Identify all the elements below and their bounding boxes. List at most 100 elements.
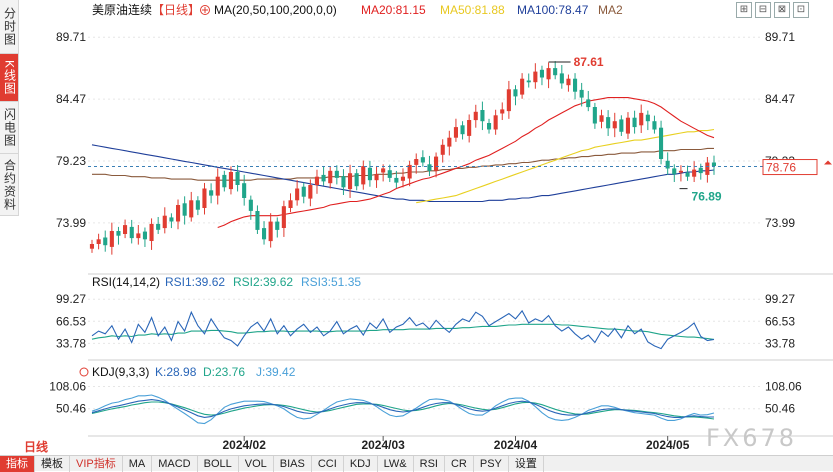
candle-body	[334, 170, 339, 178]
restore-icon[interactable]: ⊠	[774, 2, 790, 18]
candle-body	[599, 115, 604, 122]
kdj-k-value: K:28.98	[155, 365, 197, 379]
candle-body	[195, 200, 200, 210]
candle-body	[394, 177, 399, 183]
toolbar-item-0[interactable]: 指标	[0, 455, 35, 472]
rsi-tick-right: 99.27	[765, 292, 795, 306]
tab-timeshare[interactable]: 分时图	[0, 0, 19, 54]
time-tick-label: 2024/05	[646, 438, 690, 452]
candle-body	[566, 78, 571, 86]
toolbar-item-3[interactable]: MA	[123, 455, 153, 472]
rsi-lines	[91, 309, 715, 350]
candle-body	[189, 200, 194, 218]
kdj-j-value: J:39.42	[256, 365, 296, 379]
kdj-tick-right: 108.06	[765, 380, 802, 394]
candle-body	[711, 162, 716, 166]
indicator-toolbar: 指标 模板 VIP指标 MA MACD BOLL VOL BIAS CCI KDJ LW& RSI CR…	[0, 455, 833, 472]
toolbar-item-5[interactable]: BOLL	[198, 455, 239, 472]
candle-body	[606, 117, 611, 129]
candle-body	[103, 237, 108, 246]
candle-body	[692, 169, 697, 177]
timeframe-label[interactable]: 日线	[24, 440, 49, 454]
current-price-box	[762, 159, 818, 176]
candle-body	[400, 176, 405, 181]
ma20-line	[217, 97, 715, 229]
toolbar-item-4[interactable]: MACD	[152, 455, 198, 472]
rsi1-value: RSI1:39.62	[165, 275, 225, 289]
rsi2-line	[91, 323, 715, 340]
candle-body	[109, 231, 114, 247]
candle-body	[308, 185, 313, 199]
kdj-gridlines: 108.06 108.06 50.46 50.46	[49, 380, 802, 416]
candle-body	[149, 223, 154, 241]
candle-body	[328, 170, 333, 184]
toolbar-item-14[interactable]: 设置	[509, 455, 544, 472]
tab-contract-label: 合约资料	[2, 158, 17, 211]
price-axis-tick-left: 79.23	[56, 154, 86, 168]
toolbar-item-8[interactable]: CCI	[312, 455, 344, 472]
candle-body	[209, 190, 214, 196]
chart-canvas[interactable]: 美原油连续 【日线】 MA(20,50,100,200,0,0) MA20:81…	[0, 0, 833, 455]
ma50-line	[416, 128, 715, 204]
kdj-j-line	[91, 394, 715, 425]
toolbar-item-1[interactable]: 模板	[35, 455, 70, 472]
kdj-d-value: D:23.76	[203, 365, 245, 379]
rsi-tick-left: 99.27	[56, 292, 86, 306]
toolbar-item-9[interactable]: KDJ	[344, 455, 378, 472]
candle-body	[632, 117, 637, 128]
candle-body	[520, 78, 525, 95]
price-axis-tick-right: 73.99	[765, 216, 795, 230]
kdj-title: KDJ(9,3,3)	[92, 365, 149, 379]
tab-kline-label: K线图	[2, 59, 17, 95]
candle-body	[553, 68, 558, 76]
candle-body	[354, 173, 359, 187]
candle-body	[573, 78, 578, 92]
ma20-value: MA20:81.15	[361, 3, 426, 17]
candle-body	[559, 73, 564, 84]
ma50-value: MA50:81.88	[440, 3, 505, 17]
tab-lightning[interactable]: 闪电图	[0, 102, 19, 154]
candle-body	[136, 233, 141, 239]
candle-body	[665, 160, 670, 169]
current-price-label: 78.76	[766, 161, 796, 175]
candle-body	[156, 223, 161, 230]
ma100-line	[91, 144, 715, 203]
toolbar-item-7[interactable]: BIAS	[274, 455, 312, 472]
tab-contract-info[interactable]: 合约资料	[0, 154, 19, 216]
candle-body	[202, 188, 207, 208]
rsi-tick-left: 33.78	[56, 336, 86, 350]
toolbar-item-6[interactable]: VOL	[239, 455, 274, 472]
time-tick-label: 2024/04	[494, 438, 538, 452]
rsi-title: RSI(14,14,2)	[92, 275, 160, 289]
kdj-tick-left: 50.46	[56, 402, 86, 416]
zoom-in-icon[interactable]: ⊞	[736, 2, 752, 18]
candle-body	[129, 226, 134, 239]
candle-body	[652, 121, 657, 130]
candle-body	[619, 119, 624, 132]
toolbar-item-11[interactable]: RSI	[414, 455, 445, 472]
candle-body	[169, 217, 174, 222]
kdj-collapse-icon[interactable]	[79, 367, 89, 377]
candle-body	[281, 206, 286, 228]
candle-body	[513, 89, 518, 97]
candle-body	[255, 211, 260, 230]
candle-body	[123, 225, 128, 234]
close-icon[interactable]: ⊡	[793, 2, 809, 18]
settings-icon[interactable]	[200, 5, 210, 15]
toolbar-item-12[interactable]: CR	[445, 455, 474, 472]
candle-body	[698, 167, 703, 174]
toolbar-item-2[interactable]: VIP指标	[70, 455, 123, 472]
time-tick-label: 2024/03	[361, 438, 405, 452]
tab-lightning-label: 闪电图	[2, 108, 17, 147]
candle-body	[526, 80, 531, 83]
candle-body	[182, 203, 187, 216]
zoom-out-icon[interactable]: ⊟	[755, 2, 771, 18]
toolbar-item-10[interactable]: LW&	[378, 455, 414, 472]
candle-body	[678, 170, 683, 173]
toolbar-item-13[interactable]: PSY	[474, 455, 509, 472]
candle-body	[262, 228, 267, 240]
candle-body	[579, 89, 584, 98]
candle-body	[500, 109, 505, 114]
tab-kline[interactable]: K线图	[0, 54, 19, 102]
candlesticks	[89, 61, 716, 255]
